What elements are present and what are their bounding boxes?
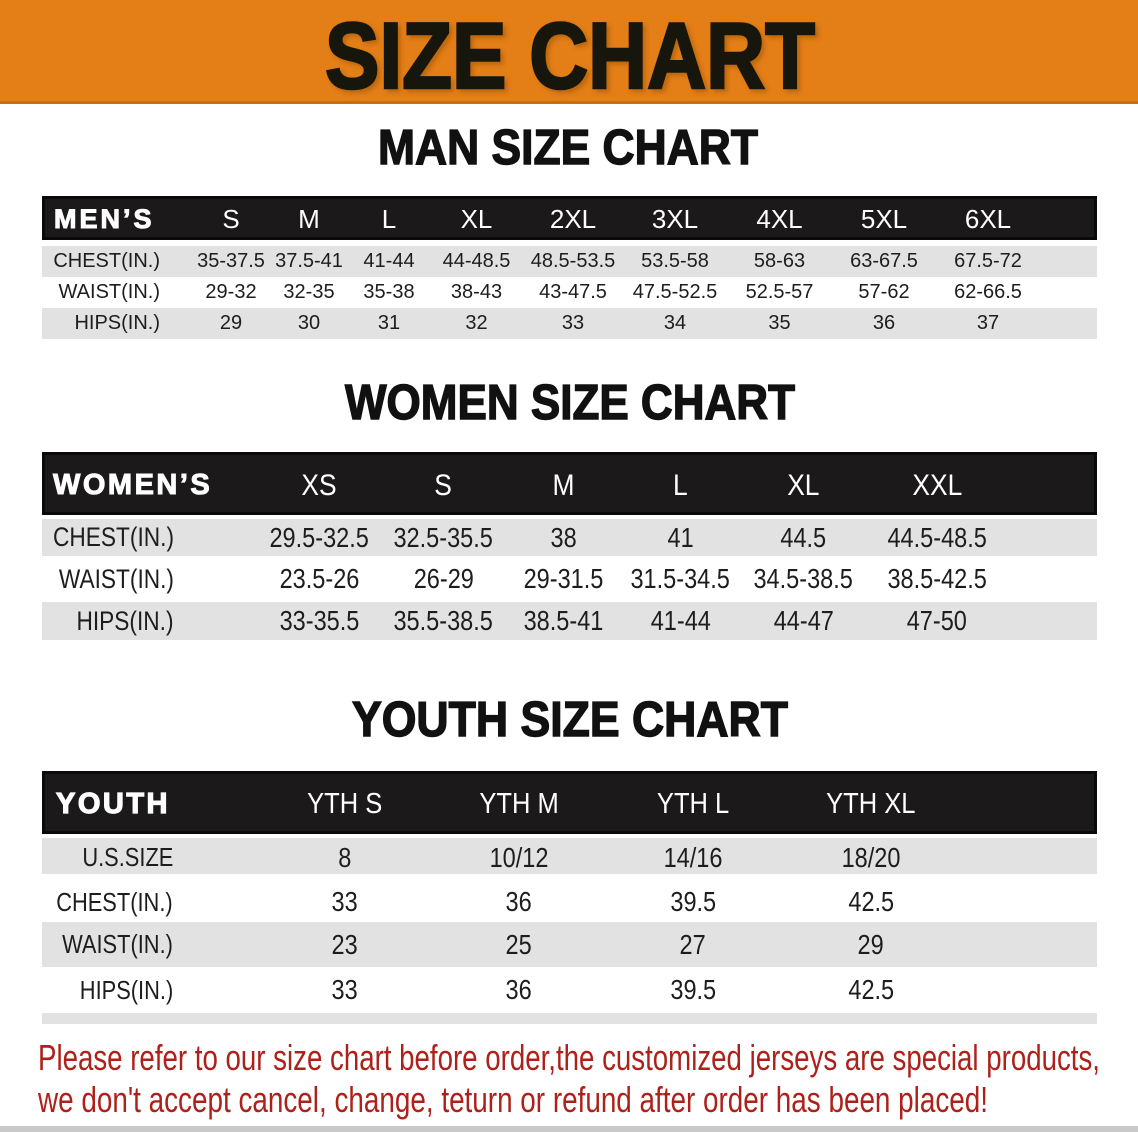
svg-text:WOMEN SIZE CHART: WOMEN SIZE CHART	[345, 376, 795, 430]
svg-text:SIZE CHART: SIZE CHART	[325, 3, 815, 102]
svg-text:we don't accept cancel, change: we don't accept cancel, change, teturn o…	[37, 1079, 988, 1120]
svg-text:Please refer to our size chart: Please refer to our size chart before or…	[38, 1037, 1100, 1078]
svg-text:YOUTH SIZE CHART: YOUTH SIZE CHART	[352, 693, 788, 747]
svg-text:MAN SIZE CHART: MAN SIZE CHART	[378, 121, 758, 175]
